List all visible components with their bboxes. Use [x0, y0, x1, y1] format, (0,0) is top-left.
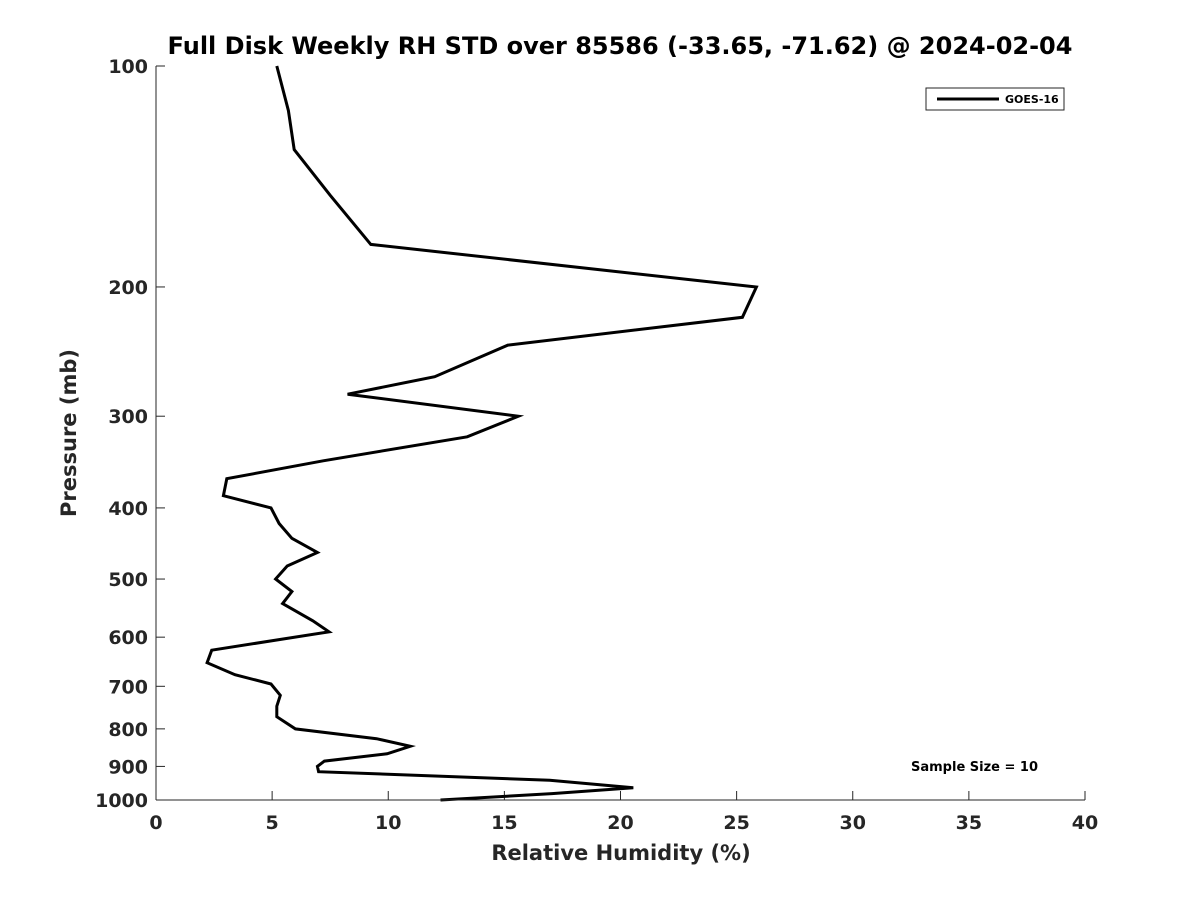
y-tick-label: 300: [108, 406, 148, 428]
y-tick-label: 900: [108, 756, 148, 778]
x-tick-label: 0: [149, 812, 162, 834]
series-line-goes-16: [205, 65, 759, 802]
y-tick-label: 100: [108, 56, 148, 78]
chart-title: Full Disk Weekly RH STD over 85586 (-33.…: [168, 32, 1073, 60]
x-tick-label: 5: [266, 812, 279, 834]
x-tick-label: 35: [956, 812, 982, 834]
y-tick-label: 500: [108, 569, 148, 591]
x-tick-label: 40: [1072, 812, 1098, 834]
x-axis: 0 5 10 15 20 25 30 35 40: [149, 791, 1098, 834]
y-axis: 100 200 300 400 500 600 700 800 900 1000: [95, 56, 165, 812]
y-tick-label: 1000: [95, 790, 148, 812]
sample-size-annotation: Sample Size = 10: [911, 760, 1038, 775]
y-tick-label: 800: [108, 719, 148, 741]
legend: GOES-16: [925, 87, 1065, 111]
y-tick-label: 700: [108, 676, 148, 698]
y-tick-label: 600: [108, 627, 148, 649]
y-tick-label: 400: [108, 498, 148, 520]
x-tick-label: 30: [840, 812, 866, 834]
x-axis-label: Relative Humidity (%): [491, 841, 750, 865]
x-tick-label: 15: [491, 812, 517, 834]
series-layer: [205, 65, 759, 802]
legend-label: GOES-16: [1005, 93, 1059, 106]
y-tick-label: 200: [108, 277, 148, 299]
y-axis-label: Pressure (mb): [57, 349, 81, 517]
x-tick-label: 25: [723, 812, 749, 834]
x-tick-label: 10: [375, 812, 401, 834]
x-tick-label: 20: [607, 812, 633, 834]
